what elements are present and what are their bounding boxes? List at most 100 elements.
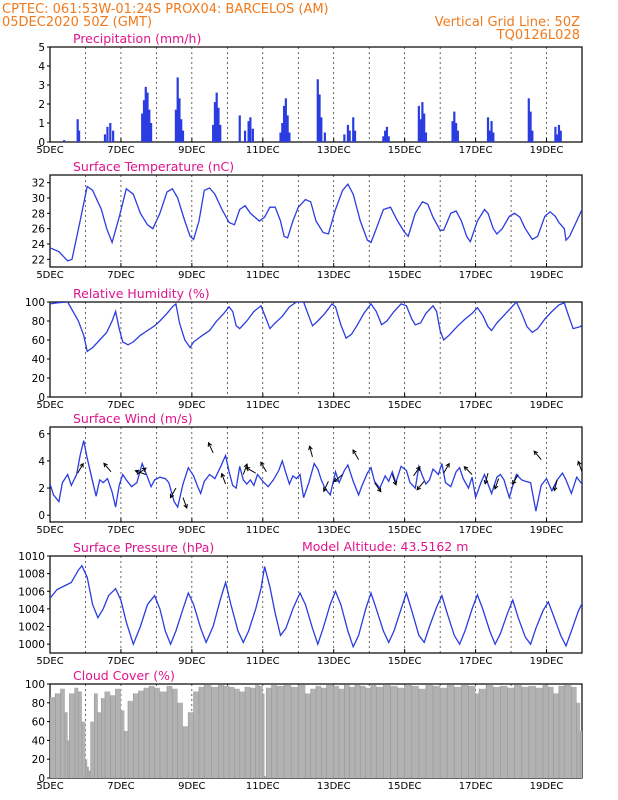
x-tick-label: 7DEC bbox=[107, 781, 134, 792]
x-tick-label: 15DEC bbox=[388, 145, 422, 156]
precip-bar bbox=[279, 132, 282, 142]
y-tick-label: 100 bbox=[25, 297, 45, 309]
header-line2: 05DEC2020 50Z (GMT) bbox=[2, 15, 152, 30]
panel-2: 5DEC 7DEC 9DEC 11DEC 13DEC 15DEC 17DEC 19DEC 0 20… bbox=[25, 286, 583, 411]
precip-bar bbox=[419, 119, 422, 142]
x-tick-label: 9DEC bbox=[178, 781, 205, 792]
x-tick-label: 5DEC bbox=[36, 400, 63, 411]
y-tick-label: 20 bbox=[32, 754, 45, 766]
precip-bar bbox=[384, 130, 387, 142]
precip-bar bbox=[453, 111, 456, 142]
precip-bar bbox=[488, 130, 491, 142]
y-tick-label: 1004 bbox=[18, 604, 45, 616]
x-tick-label: 15DEC bbox=[388, 781, 422, 792]
x-tick-label: 13DEC bbox=[317, 270, 351, 281]
x-tick-label: 7DEC bbox=[107, 400, 134, 411]
x-tick-label: 5DEC bbox=[36, 145, 63, 156]
panel-4: 5DEC 7DEC 9DEC 11DEC 13DEC 15DEC 17DEC 19DEC 100… bbox=[18, 540, 583, 667]
precip-bar bbox=[238, 115, 241, 142]
y-tick-label: 40 bbox=[32, 735, 45, 747]
precip-bar bbox=[178, 98, 181, 142]
precip-bar bbox=[320, 117, 323, 142]
precip-bar bbox=[527, 98, 530, 142]
x-tick-label: 15DEC bbox=[388, 656, 422, 667]
x-tick-label: 11DEC bbox=[246, 145, 280, 156]
panel-0: 5DEC 7DEC 9DEC 11DEC 13DEC 15DEC 17DEC 19DEC 0 1 2… bbox=[36, 31, 595, 156]
header-line1: CPTEC: 061:53W-01:24S PROX04: BARCELOS (… bbox=[2, 2, 329, 17]
series-line bbox=[50, 183, 582, 262]
y-tick-label: 1010 bbox=[18, 551, 45, 563]
x-tick-label: 13DEC bbox=[317, 145, 351, 156]
panels: 5DEC 7DEC 9DEC 11DEC 13DEC 15DEC 17DEC 19DEC 0 1 2… bbox=[18, 31, 616, 792]
precip-bar bbox=[180, 119, 183, 142]
x-tick-label: 17DEC bbox=[459, 400, 493, 411]
precip-bar bbox=[451, 121, 454, 142]
y-tick-label: 1008 bbox=[18, 569, 45, 581]
precip-bar bbox=[144, 86, 147, 142]
precip-bar bbox=[385, 126, 389, 142]
y-tick-label: 24 bbox=[32, 239, 46, 251]
panel-title: Relative Humidity (%) bbox=[73, 286, 210, 301]
wind-arrow bbox=[391, 474, 398, 486]
x-tick-label: 17DEC bbox=[459, 781, 493, 792]
plot-area bbox=[50, 684, 582, 778]
panel-title: Precipitation (mm/h) bbox=[73, 31, 201, 46]
precip-bar bbox=[593, 123, 595, 142]
precip-bar bbox=[142, 100, 146, 142]
wind-arrow bbox=[169, 487, 177, 499]
precip-bar bbox=[490, 121, 493, 142]
precip-bar bbox=[559, 130, 562, 142]
y-tick-label: 40 bbox=[32, 354, 45, 366]
precip-bar bbox=[106, 126, 109, 142]
y-tick-label: 80 bbox=[32, 316, 45, 328]
wind-arrow bbox=[552, 479, 558, 492]
wind-arrow bbox=[605, 471, 616, 475]
x-tick-label: 5DEC bbox=[36, 656, 63, 667]
series-line bbox=[50, 564, 582, 649]
precip-bar bbox=[486, 117, 490, 142]
x-tick-label: 19DEC bbox=[530, 270, 564, 281]
y-tick-label: 1000 bbox=[18, 639, 45, 651]
panel-title: Surface Temperature (nC) bbox=[73, 159, 234, 174]
precip-bar bbox=[417, 105, 420, 142]
y-tick-label: 20 bbox=[32, 373, 45, 385]
y-tick-label: 0 bbox=[38, 392, 45, 404]
plot-area bbox=[50, 302, 582, 353]
wind-arrow bbox=[413, 465, 421, 477]
wind-arrow bbox=[77, 462, 84, 474]
x-tick-label: 15DEC bbox=[388, 400, 422, 411]
y-tick-label: 4 bbox=[38, 456, 45, 468]
precip-bar bbox=[109, 123, 112, 142]
x-tick-label: 19DEC bbox=[530, 781, 564, 792]
precip-bar bbox=[316, 79, 319, 142]
panel-title: Surface Pressure (hPa) bbox=[73, 540, 214, 555]
y-tick-label: 5 bbox=[38, 42, 45, 54]
precip-bar bbox=[592, 108, 594, 142]
y-tick-label: 60 bbox=[32, 717, 45, 729]
wind-arrow bbox=[598, 481, 602, 492]
precip-bar bbox=[454, 123, 458, 142]
precip-bar bbox=[149, 123, 153, 142]
y-tick-label: 0 bbox=[38, 137, 45, 149]
precip-bar bbox=[554, 126, 557, 142]
y-tick-label: 1006 bbox=[18, 586, 45, 598]
precip-bar bbox=[492, 132, 495, 142]
x-tick-label: 9DEC bbox=[178, 656, 205, 667]
wind-arrow bbox=[443, 462, 450, 474]
wind-arrow bbox=[242, 463, 249, 475]
precip-bar bbox=[529, 111, 532, 142]
x-tick-label: 19DEC bbox=[530, 400, 564, 411]
wind-arrow bbox=[374, 482, 382, 493]
plot-area bbox=[50, 440, 616, 512]
precip-bar bbox=[213, 102, 217, 142]
precip-bar bbox=[215, 92, 218, 142]
precip-bar bbox=[247, 121, 250, 142]
x-tick-label: 13DEC bbox=[317, 781, 351, 792]
y-tick-label: 0 bbox=[38, 510, 45, 522]
wind-arrow bbox=[463, 465, 473, 475]
precip-bar bbox=[103, 134, 107, 142]
x-tick-label: 19DEC bbox=[530, 656, 564, 667]
precip-bar bbox=[318, 94, 321, 142]
precip-bar bbox=[77, 130, 81, 142]
x-tick-label: 9DEC bbox=[178, 525, 205, 536]
